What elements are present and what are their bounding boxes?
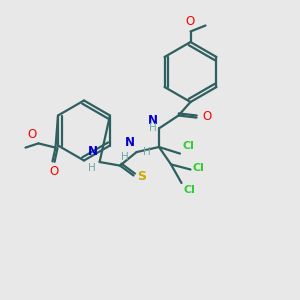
Text: H: H <box>149 123 157 133</box>
Text: O: O <box>186 15 195 28</box>
Text: H: H <box>143 147 151 158</box>
Text: Cl: Cl <box>193 163 205 173</box>
Text: O: O <box>50 165 58 178</box>
Text: N: N <box>125 136 135 148</box>
Text: O: O <box>202 110 211 123</box>
Text: H: H <box>88 163 95 173</box>
Text: O: O <box>28 128 37 141</box>
Text: Cl: Cl <box>182 141 194 151</box>
Text: N: N <box>88 146 98 158</box>
Text: H: H <box>121 152 129 163</box>
Text: S: S <box>137 170 146 184</box>
Text: Cl: Cl <box>183 185 195 195</box>
Text: N: N <box>148 114 158 127</box>
